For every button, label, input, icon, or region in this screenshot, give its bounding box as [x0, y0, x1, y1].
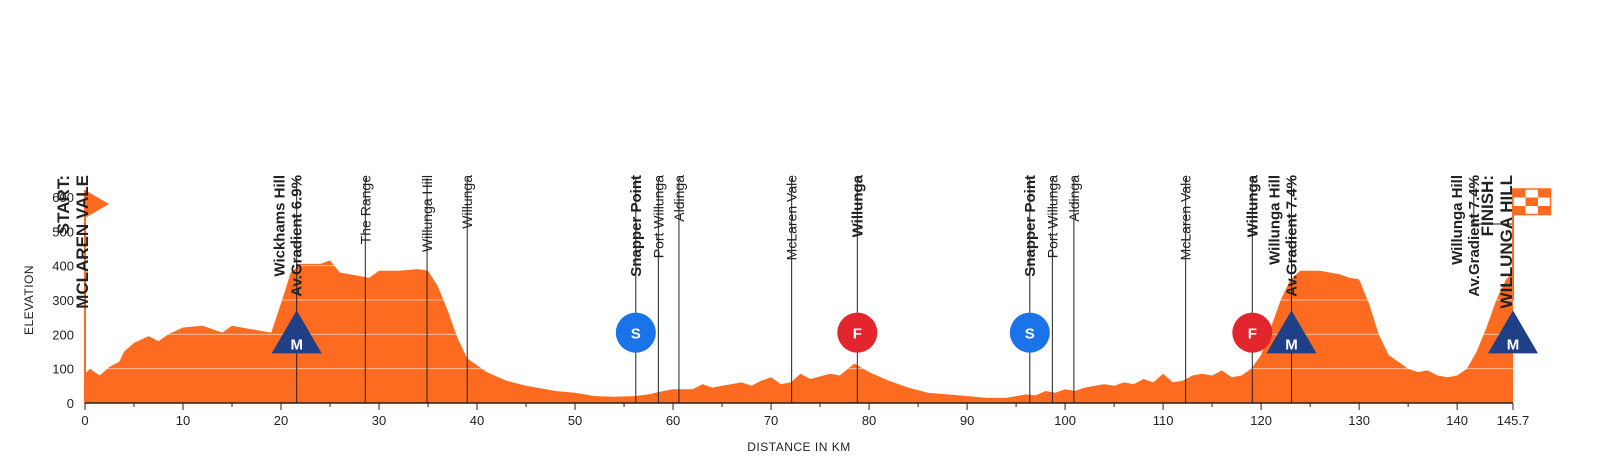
waypoint-label: Port Willunga	[1044, 175, 1060, 258]
waypoint-label: Aldinga	[671, 175, 687, 222]
x-tick-label: 110	[1153, 413, 1174, 428]
x-tick-label: 0	[81, 413, 88, 428]
waypoint-label: Av.Gradient 7.4%	[1466, 175, 1483, 297]
feed-marker-4	[1232, 312, 1273, 353]
finish-flag-square	[1538, 206, 1551, 215]
marker-layer: MS F S FM M	[271, 310, 1538, 354]
label-layer: Wickhams Hill Av.Gradient 6.9% The Range Wi…	[54, 174, 1516, 308]
profile-layer	[85, 260, 1513, 403]
waypoint-label: Willunga Hill	[419, 175, 435, 252]
y-tick-label: 300	[52, 293, 74, 308]
y-tick-label: 0	[67, 396, 74, 411]
waypoint-label: Willunga Hill	[1449, 175, 1466, 265]
y-tick-label: 100	[52, 362, 74, 377]
x-tick-label: 130	[1348, 413, 1370, 428]
grid-layer	[85, 196, 1513, 370]
finish-label: WILLUNGA HILL	[1497, 175, 1516, 308]
mountain-marker-6	[1488, 310, 1538, 354]
x-tick-label: 140	[1446, 413, 1468, 428]
elevation-area	[85, 260, 1513, 403]
waypoint-label: Av.Gradient 6.9%	[289, 175, 306, 297]
waypoint-label: The Range	[357, 175, 373, 244]
marker-letter: F	[853, 326, 862, 343]
sprint-marker-3	[1009, 312, 1050, 353]
x-tick-label: 120	[1250, 413, 1272, 428]
waypoint-label: McLaren Vale	[784, 175, 800, 261]
finish-flag-square	[1513, 206, 1526, 215]
waypoint-lines	[296, 178, 1513, 403]
finish-label: FINISH:	[1478, 175, 1497, 236]
waypoint-label: Willunga	[459, 175, 475, 229]
mountain-marker-letter: M	[290, 336, 303, 353]
x-tick-label: 145.7	[1497, 413, 1530, 428]
axis-layer: 0 10 20 30 40 50 60 70 80 90 100 110 120 130 140 145.7 0…	[22, 190, 1529, 454]
sprint-marker-1	[615, 312, 656, 353]
finish-flag-square	[1538, 189, 1551, 198]
waypoint-label: Willunga Hill	[1266, 175, 1283, 265]
mountain-marker-letter: M	[1507, 336, 1520, 353]
y-tick-label: 200	[52, 327, 74, 342]
waypoint-label: McLaren Vale	[1178, 175, 1194, 261]
y-tick-label: 600	[52, 190, 74, 205]
x-tick-label: 90	[960, 413, 974, 428]
waypoint-label: Port Willunga	[650, 175, 666, 258]
start-label: MCLAREN VALE	[73, 175, 92, 309]
marker-letter: S	[631, 326, 641, 343]
y-axis-title: ELEVATION	[22, 265, 36, 335]
waypoint-label: Wickhams Hill	[272, 175, 289, 277]
mountain-marker-0	[271, 310, 322, 354]
x-tick-label: 50	[568, 413, 582, 428]
finish-flag-square	[1513, 189, 1526, 198]
mountain-marker-5	[1266, 310, 1317, 354]
mountain-marker-letter: M	[1285, 336, 1298, 353]
x-tick-label: 60	[666, 413, 680, 428]
feed-marker-2	[837, 312, 878, 353]
x-tick-label: 80	[862, 413, 876, 428]
x-tick-label: 70	[764, 413, 778, 428]
waypoint-label: Snapper Point	[628, 175, 645, 277]
waypoint-line	[1473, 178, 1513, 225]
waypoint-label: Snapper Point	[1022, 175, 1039, 277]
x-tick-label: 40	[470, 413, 484, 428]
finish-flag-square	[1525, 197, 1538, 206]
x-axis-title: DISTANCE IN KM	[747, 440, 850, 454]
waypoint-label: Willunga	[849, 174, 866, 237]
waypoint-label: Willunga	[1244, 174, 1261, 237]
start-label: START:	[54, 175, 73, 234]
marker-letter: F	[1248, 326, 1257, 343]
start-flag	[85, 190, 109, 218]
y-tick-label: 400	[52, 259, 74, 274]
y-tick-label: 500	[52, 224, 74, 239]
marker-letter: S	[1025, 326, 1035, 343]
x-tick-label: 10	[176, 413, 190, 428]
waypoint-label: Aldinga	[1066, 175, 1082, 222]
x-tick-label: 100	[1054, 413, 1076, 428]
x-tick-label: 20	[274, 413, 288, 428]
x-tick-label: 30	[372, 413, 386, 428]
waypoint-label: Av.Gradient 7.4%	[1283, 175, 1300, 297]
flag-layer	[84, 188, 1552, 403]
